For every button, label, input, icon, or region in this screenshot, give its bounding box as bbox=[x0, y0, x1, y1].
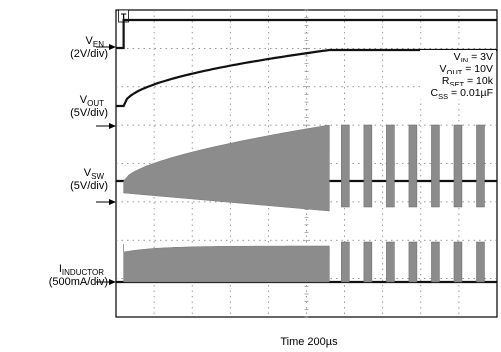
trace-ven bbox=[116, 18, 497, 50]
trace-iind-ripple bbox=[123, 243, 330, 283]
trace-vsw-switching bbox=[123, 124, 330, 212]
channel-scale-vsw: (5V/div) bbox=[70, 180, 108, 192]
trace-iind-burst bbox=[363, 241, 373, 283]
channel-name-ven: VEN bbox=[86, 35, 105, 49]
annotation-bg bbox=[420, 86, 496, 99]
channel-arrowhead-vsw bbox=[109, 199, 116, 205]
trace-iind-burst bbox=[408, 241, 418, 283]
channel-name-iind: IINDUCTOR bbox=[59, 263, 104, 277]
channel-arrowhead-ven bbox=[109, 44, 116, 50]
chart-traces bbox=[116, 18, 497, 284]
channel-name-vout: VOUT bbox=[80, 94, 104, 108]
trace-vout bbox=[116, 48, 497, 108]
trace-iind-burst bbox=[476, 241, 485, 283]
trace-iind-burst bbox=[431, 241, 440, 283]
trigger-marker-label: T bbox=[121, 12, 127, 22]
channel-arrowhead-vout bbox=[109, 123, 116, 129]
annotation-bg bbox=[420, 50, 496, 63]
annotation-2: RSET = 10k bbox=[442, 75, 494, 89]
channel-scale-ven: (2V/div) bbox=[70, 48, 108, 60]
trace-vsw-burst bbox=[386, 124, 395, 208]
trace-vsw-burst bbox=[408, 124, 418, 208]
annotation-0: VIN = 3V bbox=[454, 51, 493, 65]
trace-iind-burst bbox=[341, 241, 350, 283]
trace-vsw-burst bbox=[431, 124, 440, 208]
trace-vsw-burst bbox=[363, 124, 373, 208]
annotation-1: VOUT = 10V bbox=[439, 63, 493, 77]
annotation-bg bbox=[420, 74, 496, 87]
channel-labels: VEN(2V/div)VOUT(5V/div)VSW(5V/div)IINDUC… bbox=[49, 9, 130, 288]
trace-vsw-burst bbox=[453, 124, 463, 208]
trace-iind-burst bbox=[386, 241, 395, 283]
annotation-bg bbox=[420, 62, 496, 75]
channel-name-vsw: VSW bbox=[84, 167, 105, 181]
trace-vsw-burst bbox=[476, 124, 485, 208]
annotation-3: CSS = 0.01µF bbox=[431, 87, 493, 101]
trace-vsw-burst bbox=[341, 124, 350, 208]
channel-arrowhead-iind bbox=[109, 279, 116, 285]
channel-scale-vout: (5V/div) bbox=[70, 107, 108, 119]
trace-iind-burst bbox=[453, 241, 463, 283]
channel-scale-iind: (500mA/div) bbox=[49, 276, 108, 288]
x-axis-label: Time 200µs bbox=[280, 336, 338, 348]
